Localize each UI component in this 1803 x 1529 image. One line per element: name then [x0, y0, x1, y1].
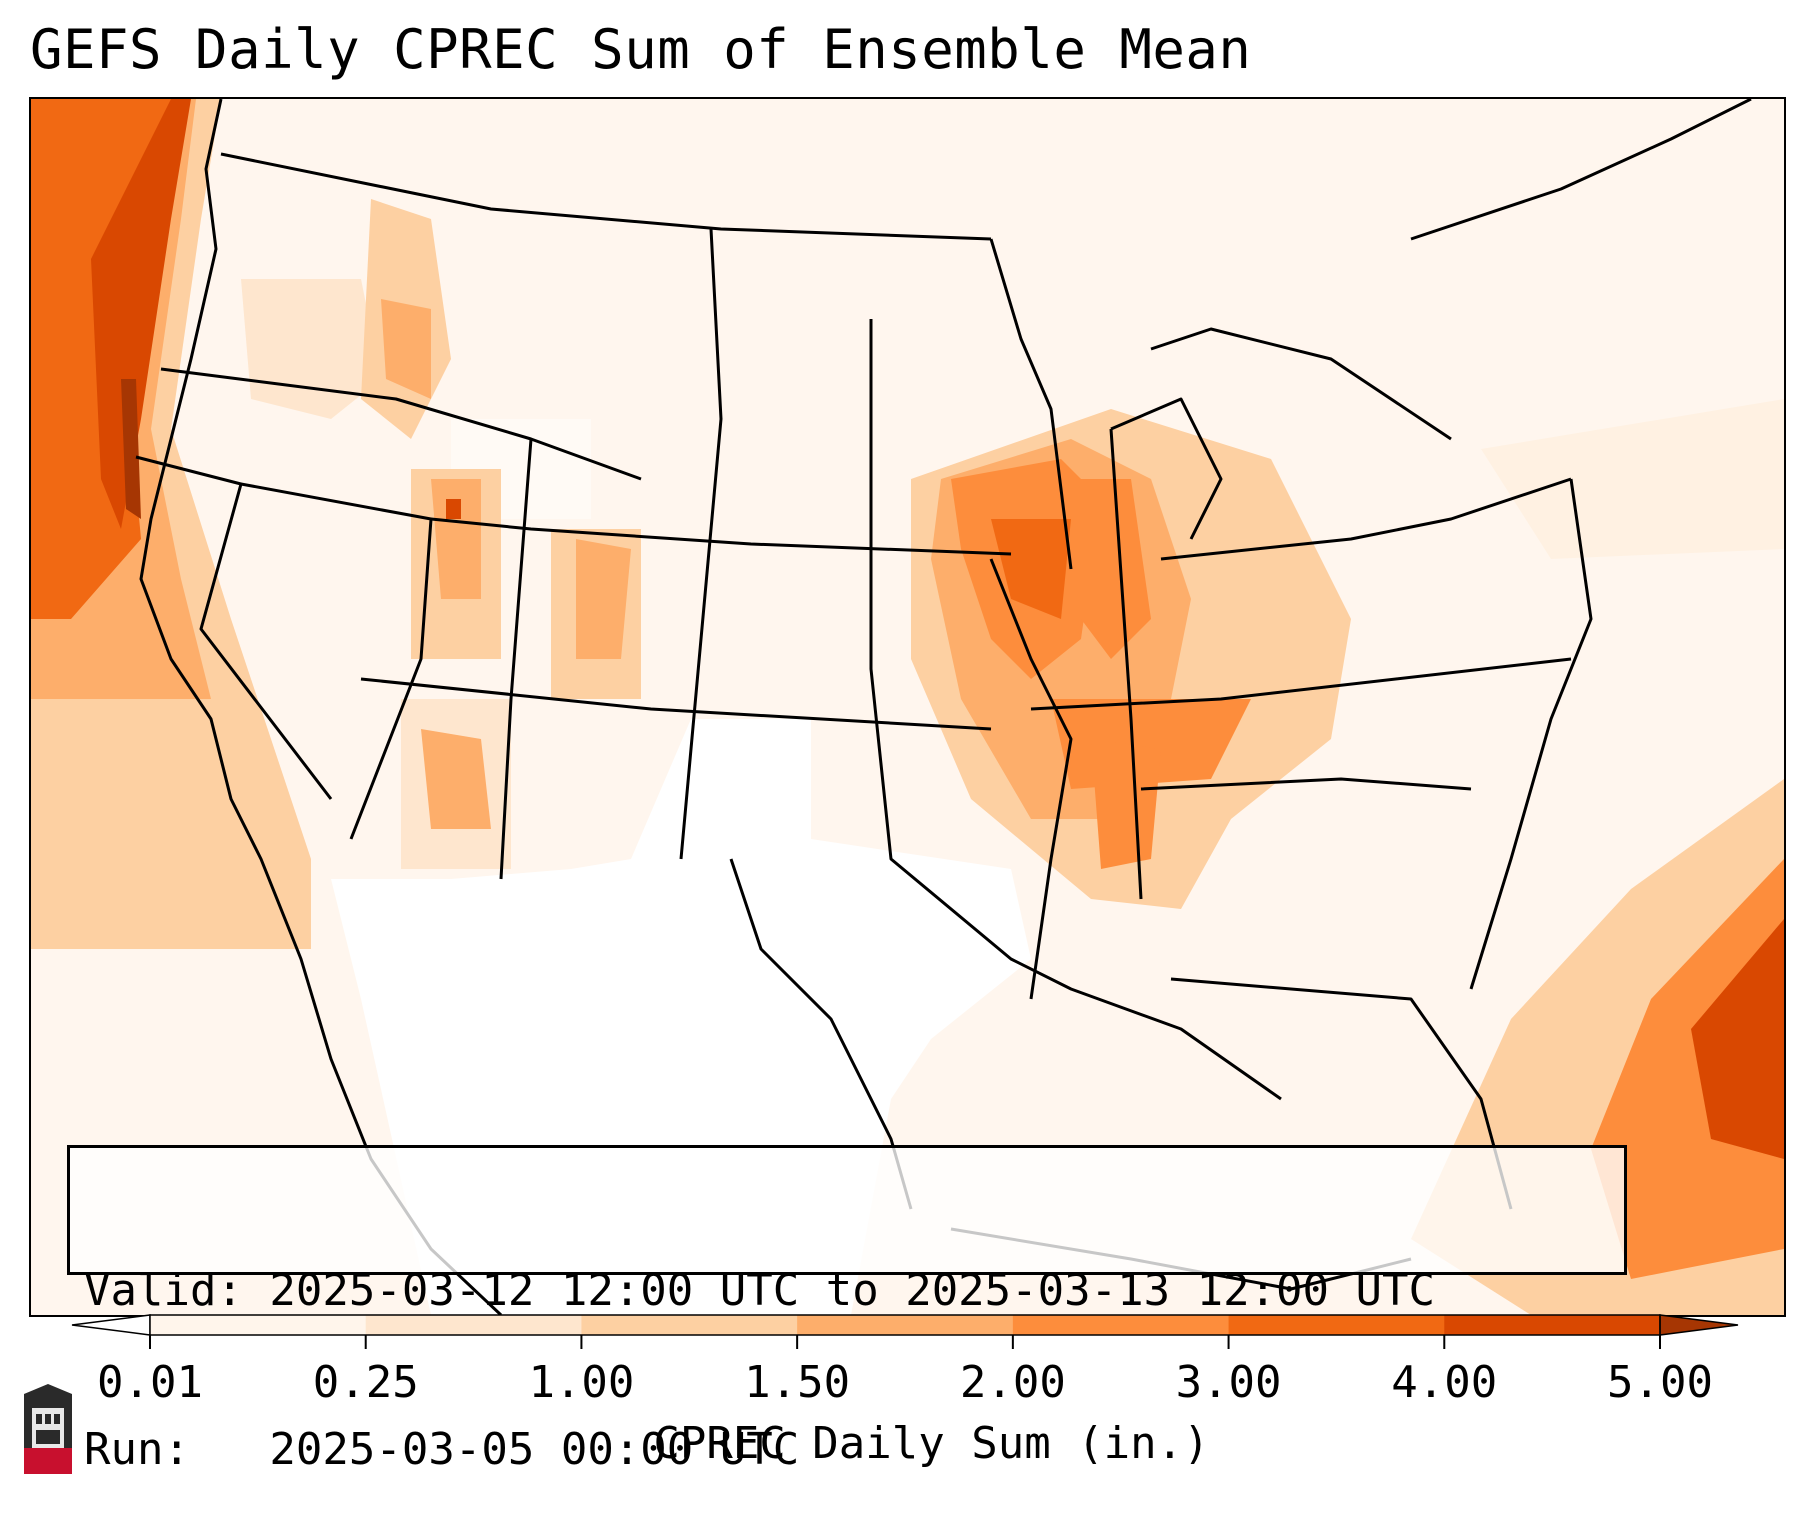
colorbar-outline	[149, 1314, 1661, 1336]
colorbar-tick-label: 2.00	[959, 1357, 1066, 1408]
precip-utah-core	[431, 479, 481, 599]
colorbar-tick-label: 1.50	[744, 1357, 851, 1408]
precip-idaho-core	[381, 299, 431, 399]
boundary-plains-gulf	[869, 319, 1282, 1101]
pacific-precip-core	[121, 379, 141, 519]
precip-arizona-core	[421, 729, 491, 829]
precip-alabama-band	[1091, 739, 1161, 869]
boundary-in-oh	[1109, 428, 1143, 900]
boundary-az-nm	[499, 438, 533, 880]
niu-logo	[24, 1384, 72, 1474]
colorbar-segment	[581, 1315, 798, 1335]
colorbar-segment	[1228, 1315, 1445, 1335]
boundary-nv-ut-az	[240, 482, 433, 840]
boundary-or-id	[160, 367, 642, 481]
precip-illinois-core	[991, 519, 1071, 619]
valid-run-info-box: Valid: 2025-03-12 12:00 UTC to 2025-03-1…	[67, 1145, 1627, 1475]
boundary-mississippi-river	[989, 558, 1073, 1000]
us-canada-border	[220, 152, 992, 241]
colorbar-tick-label: 0.25	[312, 1357, 419, 1408]
colorbar	[71, 1314, 1739, 1349]
precip-atlantic-core	[1691, 919, 1784, 1159]
colorbar-segment	[1444, 1315, 1661, 1335]
precip-utah-max	[446, 499, 461, 519]
precip-indiana-band	[1081, 479, 1151, 659]
colorbar-tick-label: 5.00	[1607, 1357, 1713, 1408]
precip-colorado-core	[576, 539, 631, 659]
east-coastline	[1469, 478, 1593, 990]
great-lakes-north	[1150, 327, 1452, 441]
boundary-mt-nd-nm	[679, 228, 723, 860]
boundary-41st-parallel	[430, 517, 1012, 556]
boundary-ca-nv	[135, 455, 333, 800]
precip-atlantic-mid	[1591, 859, 1784, 1279]
colorbar-tick-label: 1.00	[528, 1357, 635, 1408]
colorbar-extend-low	[71, 1314, 151, 1336]
colorbar-tick-label: 4.00	[1391, 1357, 1498, 1408]
precip-map	[31, 99, 1784, 1315]
run-time-line: Run: 2025-03-05 00:00 UTC	[84, 1424, 800, 1475]
colorbar-tick-label: 3.00	[1175, 1357, 1282, 1408]
colorbar-segment	[1012, 1315, 1230, 1335]
colorbar-segment	[150, 1315, 367, 1335]
colorbar-tick-label: 0.01	[97, 1357, 203, 1408]
boundary-mn-wi	[989, 238, 1073, 570]
precip-northeast	[1481, 399, 1784, 559]
west-coastline	[139, 99, 503, 1315]
boundary-pa-ny	[1160, 477, 1572, 561]
boundary-tn-ky	[1030, 657, 1572, 711]
lake-michigan	[1110, 397, 1223, 540]
colorbar-extend-high	[1659, 1314, 1739, 1336]
colorbar-label: CPREC Daily Sum (in.)	[653, 1418, 1210, 1469]
map-panel	[29, 97, 1786, 1317]
colorbar-segment	[797, 1315, 1014, 1335]
valid-time-line: Valid: 2025-03-12 12:00 UTC to 2025-03-1…	[84, 1265, 1436, 1316]
pacific-precip-band-max	[91, 99, 191, 529]
canada-maritime	[1410, 99, 1752, 241]
boundary-ga-sc	[1140, 777, 1472, 791]
colorbar-segments	[71, 1314, 1739, 1336]
colorbar-segment	[365, 1315, 582, 1335]
map-title: GEFS Daily CPREC Sum of Ensemble Mean	[30, 18, 1252, 81]
colorbar-ticks	[149, 1335, 1661, 1349]
